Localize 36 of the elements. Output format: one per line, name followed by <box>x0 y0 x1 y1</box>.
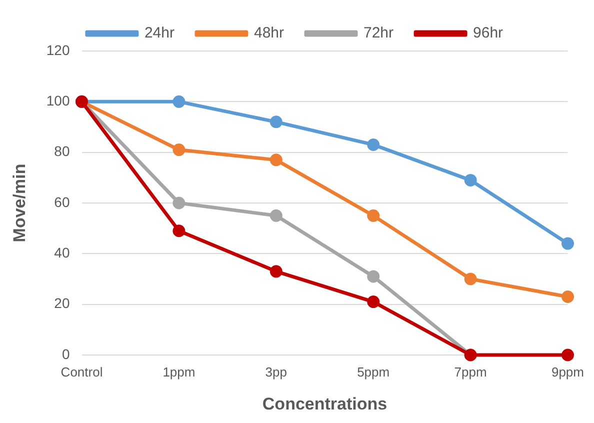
point <box>367 209 380 222</box>
x-tick-label: 1ppm <box>162 364 196 380</box>
x-tick-label: 9ppm <box>551 364 584 380</box>
point <box>270 154 282 166</box>
point <box>172 144 186 156</box>
legend-label: 96hr <box>473 24 504 42</box>
point <box>367 138 380 151</box>
y-tick-label: 20 <box>54 295 70 312</box>
y-tick-label: 60 <box>54 194 70 210</box>
y-tick-label: 80 <box>54 143 70 160</box>
point <box>464 272 477 286</box>
x-tick-label: 5ppm <box>357 364 390 380</box>
x-tick-label: 7ppm <box>454 364 487 380</box>
point <box>172 95 186 108</box>
y-axis-title: Move/min <box>10 164 29 242</box>
x-tick-label: 3pp <box>265 364 288 380</box>
y-tick-label: 120 <box>46 42 70 58</box>
legend-label: 72hr <box>364 24 394 42</box>
x-axis-title: Concentrations <box>262 394 388 414</box>
legend-label: 24hr <box>144 24 174 42</box>
point <box>172 196 186 210</box>
point <box>464 174 477 186</box>
point <box>270 265 282 278</box>
y-tick-label: 0 <box>62 346 70 362</box>
x-tick-label: Control <box>60 364 103 380</box>
point <box>367 270 380 283</box>
point <box>270 116 282 128</box>
y-tick-label: 40 <box>54 244 70 261</box>
point <box>270 209 282 222</box>
point <box>561 290 574 303</box>
point <box>561 237 574 250</box>
legend-label: 48hr <box>254 24 284 42</box>
y-tick-label: 100 <box>46 92 70 109</box>
point <box>561 348 574 362</box>
point <box>172 224 186 238</box>
point <box>367 296 380 308</box>
